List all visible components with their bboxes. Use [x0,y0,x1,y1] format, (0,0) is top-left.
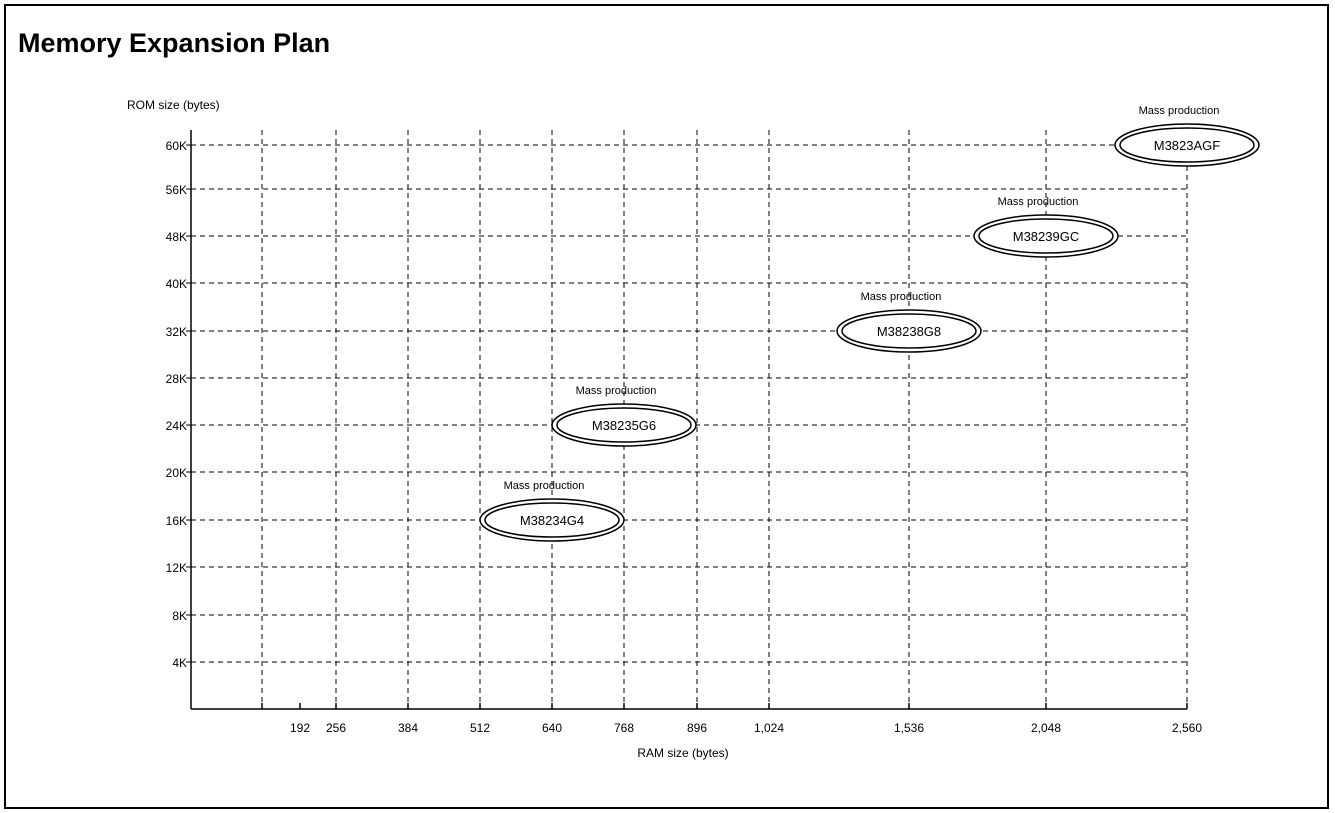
y-tick-label-28: 28K [166,372,187,386]
x-tick-label-768: 768 [614,721,634,735]
point-label-m38239gc: M38239GC [1013,229,1079,244]
x-tick-label-1536: 1,536 [894,721,924,735]
y-tick-label-40: 40K [166,277,187,291]
y-tick-label-24: 24K [166,419,187,433]
point-status-m38239gc: Mass production [998,196,1079,208]
point-inner-ellipse-m38239gc [978,218,1114,254]
y-tick-label-8: 8K [172,609,187,623]
point-label-m38238g8: M38238G8 [877,324,941,339]
x-tick-label-2048: 2,048 [1031,721,1061,735]
y-axis-title: ROM size (bytes) [127,98,220,112]
x-axis-title: RAM size (bytes) [637,746,728,760]
y-tick-label-16: 16K [166,514,187,528]
x-tick-label-640: 640 [542,721,562,735]
y-tick-label-60: 60K [166,139,187,153]
x-tick-label-512: 512 [470,721,490,735]
page-title: Memory Expansion Plan [18,28,331,58]
x-tick-label-896: 896 [687,721,707,735]
point-inner-ellipse-m38238g8 [841,313,977,349]
y-tick-label-20: 20K [166,466,187,480]
point-status-m3823agf: Mass production [1139,105,1220,117]
y-tick-label-56: 56K [166,183,187,197]
y-tick-label-48: 48K [166,230,187,244]
point-label-m38234g4: M38234G4 [520,513,584,528]
x-tick-label-2560: 2,560 [1172,721,1202,735]
point-status-m38234g4: Mass production [504,480,585,492]
x-tick-label-384: 384 [398,721,418,735]
x-tick-label-192: 192 [290,721,310,735]
point-status-m38235g6: Mass production [576,385,657,397]
x-tick-label-256: 256 [326,721,346,735]
point-label-m38235g6: M38235G6 [592,418,656,433]
point-inner-ellipse-m38234g4 [484,502,620,538]
point-inner-ellipse-m3823agf [1119,127,1255,163]
point-inner-ellipse-m38235g6 [556,407,692,443]
figure-frame [4,4,1329,809]
y-tick-label-32: 32K [166,325,187,339]
x-tick-label-1024: 1,024 [754,721,784,735]
point-status-m38238g8: Mass production [861,291,942,303]
point-label-m3823agf: M3823AGF [1154,138,1221,153]
y-tick-label-4: 4K [172,656,187,670]
y-tick-label-12: 12K [166,561,187,575]
